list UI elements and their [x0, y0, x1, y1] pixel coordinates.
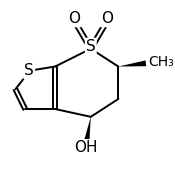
Text: S: S — [24, 63, 34, 78]
Text: CH₃: CH₃ — [148, 56, 174, 69]
Text: OH: OH — [74, 140, 98, 155]
Polygon shape — [83, 117, 91, 147]
Text: S: S — [86, 39, 96, 54]
Text: O: O — [69, 11, 81, 26]
Polygon shape — [118, 60, 146, 67]
Text: O: O — [101, 11, 113, 26]
